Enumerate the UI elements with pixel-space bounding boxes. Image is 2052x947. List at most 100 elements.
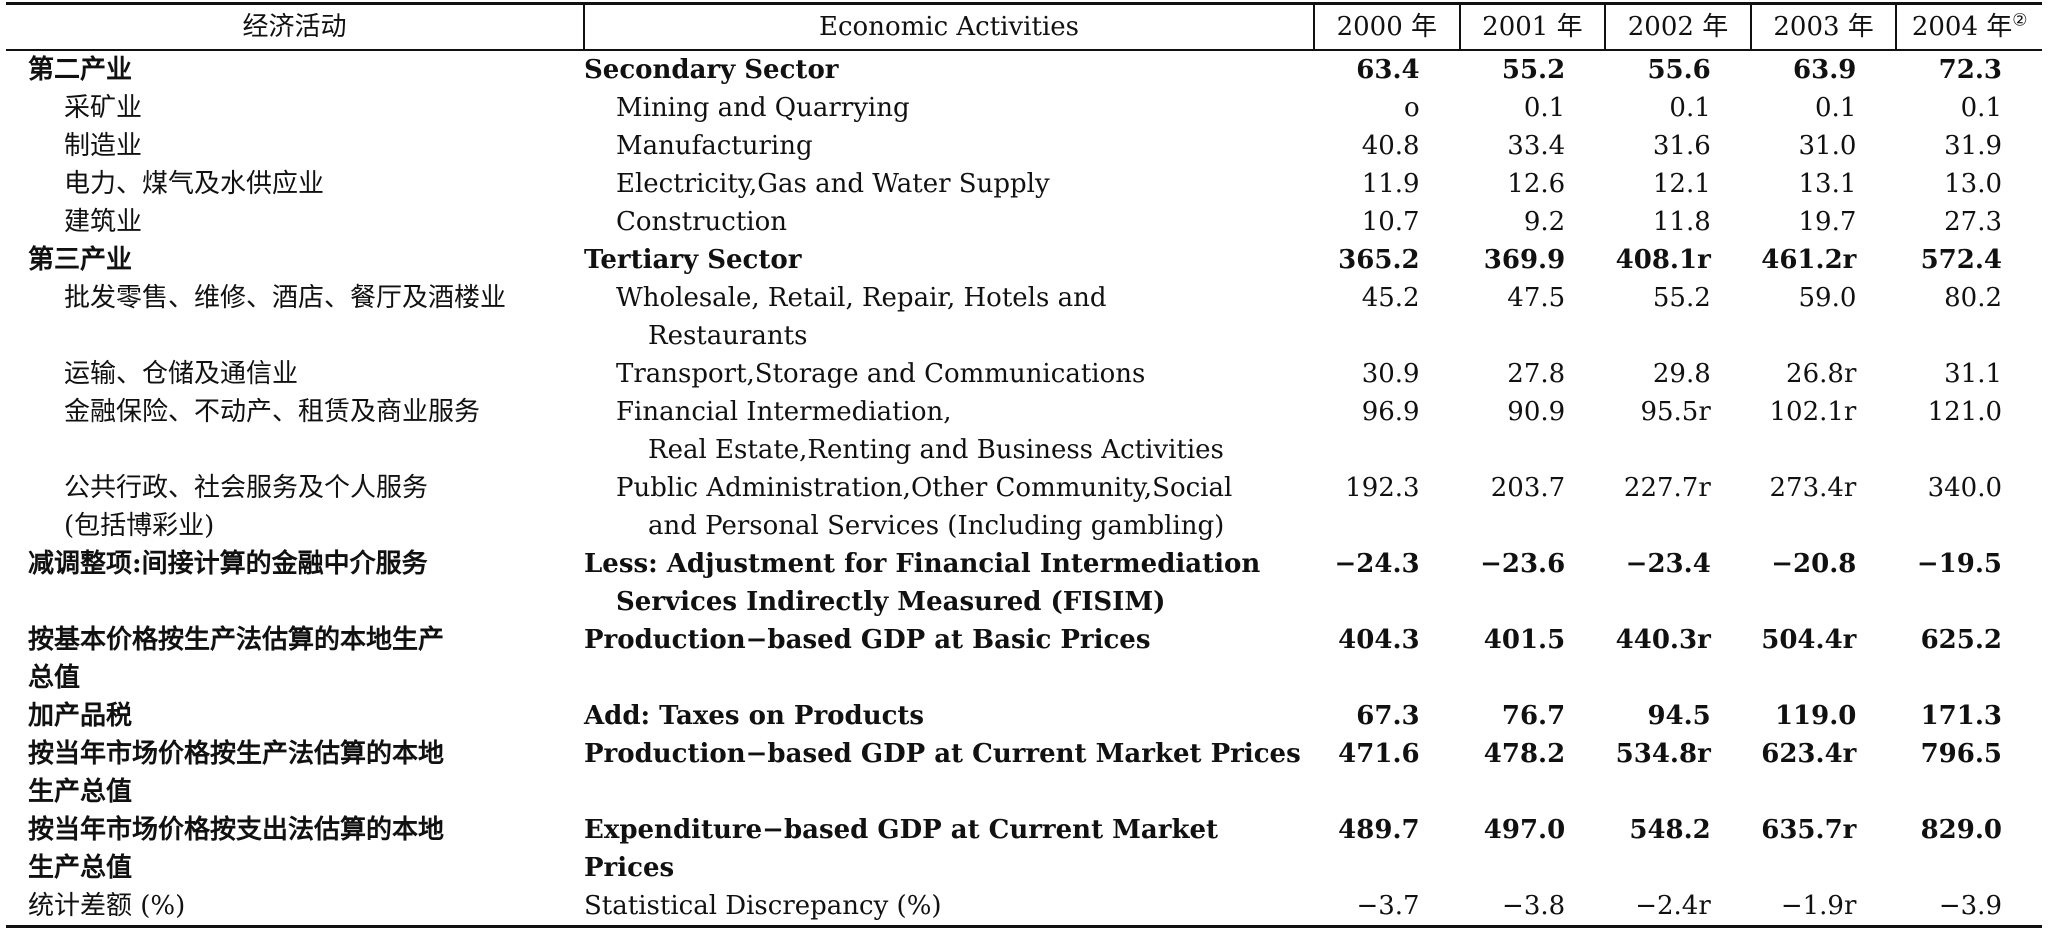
cell-value: −24.3	[1334, 549, 1420, 579]
row-label-en: Mining and Quarrying	[616, 93, 910, 123]
cell-value: 408.1r	[1615, 245, 1711, 275]
row-label-zh: 制造业	[64, 131, 143, 161]
row-label-zh: 第二产业	[28, 55, 133, 85]
cell-value: 171.3	[1920, 701, 2002, 731]
table-body: 第二产业 Secondary Sector 63.4 55.2 55.6 63.…	[6, 50, 2042, 928]
cell-value: 63.9	[1793, 55, 1857, 85]
cell-value: 10.7	[1361, 207, 1420, 237]
cell-value: 0.1	[1523, 93, 1566, 123]
row-label-en: Electricity,Gas and Water Supply	[616, 169, 1050, 199]
row-label-en-line: Financial Intermediation,	[616, 397, 952, 427]
row-label-zh: 按当年市场价格按生产法估算的本地 生产总值	[6, 735, 584, 811]
row-label-en-line: Expenditure−based GDP at Current Market	[584, 815, 1219, 845]
cell-value: 31.1	[1944, 359, 2002, 389]
cell-value: 796.5	[1920, 739, 2002, 769]
cell-value: 27.3	[1944, 207, 2002, 237]
cell-value: 504.4r	[1761, 625, 1857, 655]
cell-value: 96.9	[1361, 397, 1420, 427]
cell-value: −20.8	[1771, 549, 1857, 579]
cell-value: 90.9	[1507, 397, 1566, 427]
row-label-zh: 采矿业	[64, 93, 143, 123]
table-row: 按基本价格按生产法估算的本地生产 总值 Production−based GDP …	[6, 621, 2042, 697]
cell-value: 12.6	[1507, 169, 1566, 199]
cell-value: 0.1	[1669, 93, 1711, 123]
table-row: 第二产业 Secondary Sector 63.4 55.2 55.6 63.…	[6, 50, 2042, 89]
cell-value: 534.8r	[1615, 739, 1711, 769]
cell-value: 59.0	[1798, 283, 1857, 313]
cell-value: 13.1	[1798, 169, 1857, 199]
row-label-zh: 统计差额 (%)	[6, 887, 584, 928]
table-row: 采矿业 Mining and Quarrying o 0.1 0.1 0.1 0…	[6, 89, 2042, 127]
footnote-mark: ②	[2012, 10, 2028, 31]
row-label-zh-line: 生产总值	[28, 853, 133, 883]
cell-value: 11.9	[1361, 169, 1420, 199]
cell-value: −19.5	[1916, 549, 2002, 579]
cell-value: 369.9	[1483, 245, 1566, 275]
cell-value: 625.2	[1920, 625, 2002, 655]
cell-value: 72.3	[1938, 55, 2002, 85]
cell-value: 489.7	[1338, 815, 1420, 845]
cell-value: 102.1r	[1769, 397, 1857, 427]
table-row: 批发零售、维修、酒店、餐厅及酒楼业 Wholesale, Retail, Rep…	[6, 279, 2042, 355]
row-label-zh: 按当年市场价格按支出法估算的本地 生产总值	[6, 811, 584, 887]
cell-value: 340.0	[1927, 473, 2002, 503]
header-year-2003: 2003 年	[1750, 2, 1898, 51]
row-label-en: Production−based GDP at Basic Prices	[584, 625, 1151, 655]
cell-value: −23.6	[1480, 549, 1566, 579]
row-label-en-line: and Personal Services (Including gamblin…	[648, 511, 1225, 541]
cell-value: 80.2	[1944, 283, 2002, 313]
cell-value: 19.7	[1798, 207, 1857, 237]
row-label-en: Statistical Discrepancy (%)	[584, 887, 1314, 928]
cell-value: 404.3	[1338, 625, 1420, 655]
cell-value: 635.7r	[1761, 815, 1857, 845]
row-label-en-line: Restaurants	[648, 321, 808, 351]
cell-value: 572.4	[1920, 245, 2002, 275]
table-row: 电力、煤气及水供应业 Electricity,Gas and Water Sup…	[6, 165, 2042, 203]
table-row: 制造业 Manufacturing 40.8 33.4 31.6 31.0 31…	[6, 127, 2042, 165]
row-label-en: Tertiary Sector	[584, 245, 802, 275]
row-label-zh: 金融保险、不动产、租赁及商业服务	[64, 397, 481, 427]
cell-value: 0.1	[1960, 93, 2002, 123]
cell-value: o	[1403, 93, 1420, 123]
row-label-zh-line: (包括博彩业)	[64, 511, 215, 541]
row-label-zh: 减调整项:间接计算的金融中介服务	[28, 549, 428, 579]
table-row: 建筑业 Construction 10.7 9.2 11.8 19.7 27.3	[6, 203, 2042, 241]
row-label-zh: 按基本价格按生产法估算的本地生产 总值	[6, 621, 584, 697]
row-label-zh-line: 生产总值	[28, 777, 133, 807]
row-label-zh-line: 按当年市场价格按支出法估算的本地	[28, 815, 445, 845]
header-year-2002: 2002 年	[1605, 2, 1752, 51]
row-label-zh: 第三产业	[28, 245, 133, 275]
row-label-en: Secondary Sector	[584, 55, 839, 85]
row-label-en: Less: Adjustment for Financial Intermedi…	[584, 545, 1314, 621]
cell-value: −2.4r	[1605, 887, 1751, 928]
cell-value: 478.2	[1483, 739, 1566, 769]
cell-value: 55.2	[1501, 55, 1566, 85]
row-label-zh-line: 公共行政、社会服务及个人服务	[64, 473, 429, 503]
table-row: 金融保险、不动产、租赁及商业服务 Financial Intermediatio…	[6, 393, 2042, 469]
cell-value: 31.9	[1944, 131, 2002, 161]
cell-value: 63.4	[1356, 55, 1420, 85]
cell-value: 192.3	[1345, 473, 1420, 503]
table-row: 按当年市场价格按生产法估算的本地 生产总值 Production−based GD…	[6, 735, 2042, 811]
cell-value: 365.2	[1338, 245, 1420, 275]
header-col-en: Economic Activities	[584, 2, 1315, 51]
cell-value: 273.4r	[1769, 473, 1857, 503]
cell-value: 31.0	[1798, 131, 1857, 161]
cell-value: 30.9	[1361, 359, 1420, 389]
row-label-en: Construction	[616, 207, 787, 237]
cell-value: 0.1	[1815, 93, 1857, 123]
cell-value: 440.3r	[1615, 625, 1711, 655]
cell-value: 623.4r	[1761, 739, 1857, 769]
header-year-2000: 2000 年	[1314, 2, 1461, 51]
cell-value: 227.7r	[1623, 473, 1711, 503]
cell-value: 9.2	[1523, 207, 1566, 237]
header-year-2001: 2001 年	[1459, 2, 1607, 51]
row-label-zh: 批发零售、维修、酒店、餐厅及酒楼业	[64, 283, 507, 313]
cell-value: 94.5	[1647, 701, 1711, 731]
cell-value: 401.5	[1483, 625, 1566, 655]
cell-value: 33.4	[1507, 131, 1566, 161]
table-row: 运输、仓储及通信业 Transport,Storage and Communic…	[6, 355, 2042, 393]
cell-value: 76.7	[1501, 701, 1566, 731]
row-label-zh-line: 按当年市场价格按生产法估算的本地	[28, 739, 445, 769]
row-label-en-line: Less: Adjustment for Financial Intermedi…	[584, 549, 1261, 579]
